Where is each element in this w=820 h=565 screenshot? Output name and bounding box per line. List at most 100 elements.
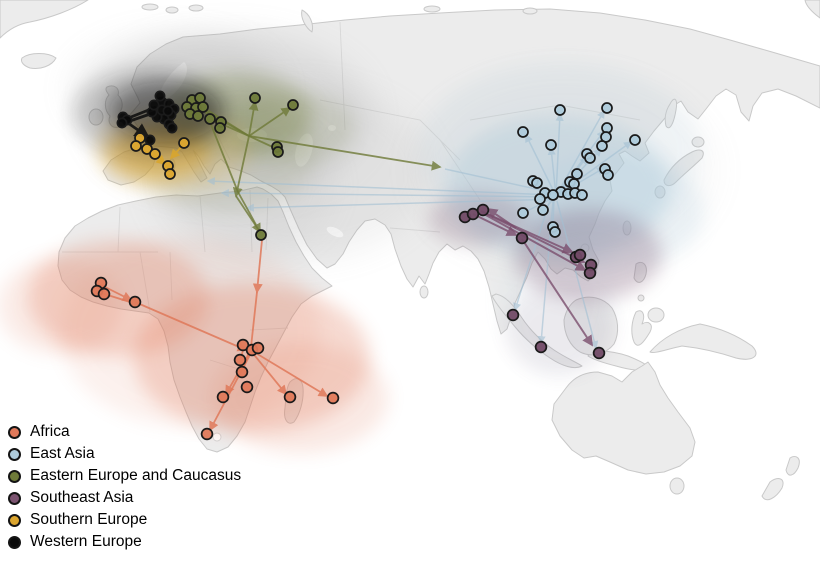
southeast-asia-flow-line (483, 213, 587, 271)
africa-sample-dot (200, 427, 214, 441)
land-nz-south (761, 478, 784, 501)
eastern-europe-caucasus-flow-line (248, 135, 442, 171)
legend-item-southeast-asia: Southeast Asia (8, 489, 241, 507)
east-asia-flow-line (555, 112, 564, 197)
africa-sample-dot (251, 341, 265, 355)
legend-swatch-southern-europe (8, 513, 21, 527)
southeast-asia-sample-dot (573, 248, 587, 262)
east-asia-sample-dot (596, 140, 608, 152)
southeast-asia-sample-dot (592, 346, 606, 360)
legend-item-east-asia: East Asia (8, 445, 241, 463)
east-asia-flow-line (547, 146, 557, 197)
africa-sample-dot (128, 295, 142, 309)
legend-item-africa: Africa (8, 423, 241, 441)
africa-flow-line (250, 291, 258, 348)
southeast-asia-sample-dot (476, 203, 490, 217)
southern-europe-sample-dot (149, 148, 161, 160)
africa-sample-dot (233, 353, 247, 367)
east-asia-flow-line (556, 200, 599, 350)
east-asia-flow-line (206, 177, 555, 196)
africa-sample-dot (283, 390, 297, 404)
land-new-guinea (649, 323, 757, 360)
africa-flow-line (250, 350, 288, 396)
legend-label-africa: Africa (30, 423, 70, 440)
legend-swatch-east-asia (8, 447, 21, 461)
legend-label-southern-europe: Southern Europe (30, 511, 148, 528)
east-asia-sample-dot (517, 207, 529, 219)
land-svalbard-1 (141, 3, 159, 11)
sample-points-layer (90, 90, 641, 441)
east-asia-sample-dot (601, 102, 613, 114)
east-asia-flow-line (524, 197, 554, 213)
africa-flow-line (252, 239, 263, 294)
legend-label-western-europe: Western Europe (30, 533, 142, 550)
land-visayas (637, 294, 645, 302)
southeast-asia-density (514, 209, 662, 301)
africa-density (60, 237, 320, 427)
southern-europe-sample-dot (130, 140, 142, 152)
east-asia-flow-line (220, 188, 557, 198)
land-svalbard-3 (188, 4, 204, 12)
land-greenland (0, 0, 89, 39)
eastern-europe-caucasus-sample-dot (272, 146, 284, 158)
eastern-europe-caucasus-sample-dot (287, 99, 299, 111)
east-asia-flow-line (555, 109, 605, 197)
east-asia-sample-dot (534, 193, 546, 205)
land-svalbard-2 (165, 6, 179, 14)
southeast-asia-sample-dot (534, 340, 548, 354)
east-asia-sample-dot (584, 152, 596, 164)
southeast-asia-flow-line (486, 207, 517, 229)
eastern-europe-caucasus-sample-dot (249, 92, 261, 104)
land-sri-lanka (419, 285, 429, 299)
western-europe-sample-dot (166, 122, 178, 134)
southeast-asia-flow-line (521, 238, 594, 347)
eastern-europe-caucasus-flow-line (205, 111, 239, 193)
land-nz-north (785, 455, 800, 476)
legend: Africa East Asia Eastern Europe and Cauc… (8, 423, 241, 551)
africa-sample-dot (235, 365, 249, 379)
land-sulawesi (631, 310, 652, 346)
east-asia-sample-dot (602, 169, 614, 181)
east-asia-flow-line (245, 198, 559, 212)
eastern-europe-caucasus-sample-dot (214, 122, 226, 134)
legend-label-southeast-asia: Southeast Asia (30, 489, 134, 506)
southeast-asia-flow-line (472, 213, 518, 236)
africa-sample-dot (326, 391, 340, 405)
southeast-asia-density (428, 193, 528, 245)
land-new-siberian (522, 7, 538, 15)
africa-sample-dot (216, 390, 230, 404)
southern-europe-sample-dot (164, 168, 176, 180)
land-severnaya (423, 5, 441, 13)
eastern-europe-caucasus-flow-line (248, 107, 292, 137)
southeast-asia-sample-dot (515, 231, 529, 245)
eastern-europe-caucasus-flow-line (235, 195, 261, 233)
east-asia-sample-dot (549, 226, 561, 238)
east-asia-flow-line (552, 199, 555, 226)
africa-flow-line (100, 284, 133, 301)
western-europe-sample-dot (162, 105, 174, 117)
western-europe-sample-dot (144, 134, 156, 146)
east-asia-sample-dot (554, 104, 566, 116)
eastern-europe-caucasus-flow-line (232, 135, 250, 198)
east-asia-flow-line (444, 168, 555, 194)
east-asia-sample-dot (531, 177, 543, 189)
east-asia-sample-dot (629, 134, 641, 146)
eastern-europe-caucasus-sample-dot (192, 110, 204, 122)
africa-flow-line (253, 351, 329, 397)
southeast-asia-sample-dot (506, 308, 520, 322)
legend-swatch-africa (8, 425, 21, 439)
western-europe-sample-dot (148, 99, 160, 111)
africa-sample-dot (240, 380, 254, 394)
land-novaya-zemlya (301, 9, 313, 33)
legend-label-eastern-europe-caucasus: Eastern Europe and Caucasus (30, 467, 242, 484)
western-europe-sample-dot (154, 90, 166, 102)
east-asia-sample-dot (576, 189, 588, 201)
southeast-asia-flow-line (482, 211, 586, 263)
legend-swatch-western-europe (8, 535, 21, 549)
eastern-europe-caucasus-flow-line (248, 100, 259, 137)
legend-label-east-asia: East Asia (30, 445, 95, 462)
eastern-europe-caucasus-sample-dot (255, 229, 267, 241)
southeast-asia-sample-dot (583, 266, 597, 280)
land-iceland (21, 53, 57, 69)
